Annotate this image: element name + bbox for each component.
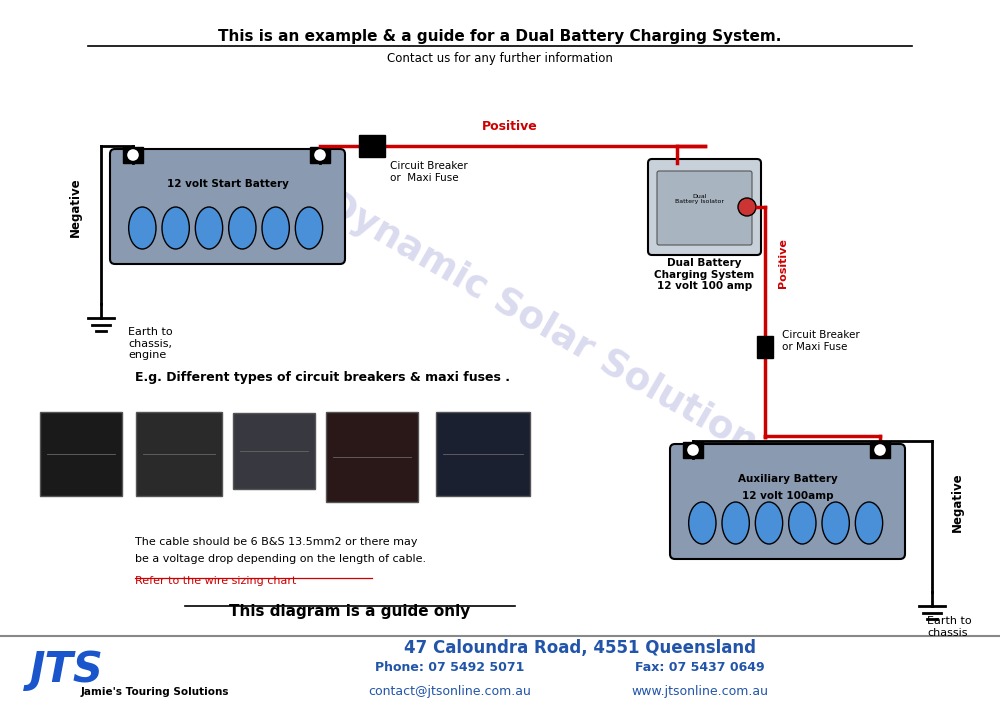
Circle shape xyxy=(314,148,326,162)
Text: Dynamic Solar Solutions: Dynamic Solar Solutions xyxy=(318,184,782,474)
Text: Circuit Breaker
or Maxi Fuse: Circuit Breaker or Maxi Fuse xyxy=(782,330,860,352)
Ellipse shape xyxy=(295,207,323,249)
FancyBboxPatch shape xyxy=(233,413,315,489)
Text: Phone: 07 5492 5071: Phone: 07 5492 5071 xyxy=(375,661,525,674)
Text: +: + xyxy=(875,445,885,455)
Ellipse shape xyxy=(722,502,749,544)
FancyBboxPatch shape xyxy=(110,149,345,264)
Text: 12 volt 100amp: 12 volt 100amp xyxy=(742,491,833,501)
Ellipse shape xyxy=(789,502,816,544)
Ellipse shape xyxy=(822,502,849,544)
FancyBboxPatch shape xyxy=(657,171,752,245)
Text: Negative: Negative xyxy=(68,177,81,237)
Text: Positive: Positive xyxy=(778,238,788,288)
Text: -: - xyxy=(131,150,135,160)
Text: -: - xyxy=(691,445,695,455)
Bar xyxy=(870,442,890,458)
Ellipse shape xyxy=(855,502,883,544)
Circle shape xyxy=(686,444,700,457)
Ellipse shape xyxy=(162,207,189,249)
FancyBboxPatch shape xyxy=(648,159,761,255)
Text: Circuit Breaker
or  Maxi Fuse: Circuit Breaker or Maxi Fuse xyxy=(390,161,468,183)
Ellipse shape xyxy=(195,207,223,249)
Text: This is an example & a guide for a Dual Battery Charging System.: This is an example & a guide for a Dual … xyxy=(218,29,782,44)
Ellipse shape xyxy=(229,207,256,249)
Text: Fax: 07 5437 0649: Fax: 07 5437 0649 xyxy=(635,661,765,674)
Text: Negative: Negative xyxy=(950,472,964,532)
Text: This diagram is a guide only: This diagram is a guide only xyxy=(229,604,471,619)
Text: 12 volt Start Battery: 12 volt Start Battery xyxy=(167,179,288,189)
Text: Dual Battery
Charging System
12 volt 100 amp: Dual Battery Charging System 12 volt 100… xyxy=(654,258,755,291)
Text: E.g. Different types of circuit breakers & maxi fuses .: E.g. Different types of circuit breakers… xyxy=(135,371,510,384)
Text: JTS: JTS xyxy=(30,649,104,691)
Bar xyxy=(310,147,330,163)
FancyBboxPatch shape xyxy=(436,412,530,496)
Ellipse shape xyxy=(689,502,716,544)
FancyBboxPatch shape xyxy=(40,412,122,496)
Text: Jamie's Touring Solutions: Jamie's Touring Solutions xyxy=(81,687,229,697)
Text: 47 Caloundra Road, 4551 Queensland: 47 Caloundra Road, 4551 Queensland xyxy=(404,639,756,657)
Text: Dual
Battery Isolator: Dual Battery Isolator xyxy=(675,194,724,204)
Text: The cable should be 6 B&S 13.5mm2 or there may: The cable should be 6 B&S 13.5mm2 or the… xyxy=(135,537,418,547)
Ellipse shape xyxy=(262,207,289,249)
Text: Positive: Positive xyxy=(482,120,538,133)
Circle shape xyxy=(874,444,887,457)
Bar xyxy=(757,336,773,358)
Text: Auxiliary Battery: Auxiliary Battery xyxy=(738,474,837,484)
Text: Earth to
chassis,
engine: Earth to chassis, engine xyxy=(128,327,173,360)
FancyBboxPatch shape xyxy=(670,444,905,559)
Text: Contact us for any further information: Contact us for any further information xyxy=(387,52,613,65)
Bar xyxy=(359,135,385,157)
Bar xyxy=(683,442,703,458)
Text: +: + xyxy=(315,150,325,160)
Text: Earth to
chassis: Earth to chassis xyxy=(927,616,972,637)
Ellipse shape xyxy=(129,207,156,249)
Text: www.jtsonline.com.au: www.jtsonline.com.au xyxy=(632,685,768,698)
Bar xyxy=(123,147,143,163)
FancyBboxPatch shape xyxy=(326,413,418,501)
Text: be a voltage drop depending on the length of cable.: be a voltage drop depending on the lengt… xyxy=(135,554,426,564)
Text: contact@jtsonline.com.au: contact@jtsonline.com.au xyxy=(369,685,531,698)
Circle shape xyxy=(126,148,140,162)
Circle shape xyxy=(738,198,756,216)
FancyBboxPatch shape xyxy=(136,412,222,496)
Ellipse shape xyxy=(755,502,783,544)
Text: Refer to the wire sizing chart: Refer to the wire sizing chart xyxy=(135,576,296,586)
